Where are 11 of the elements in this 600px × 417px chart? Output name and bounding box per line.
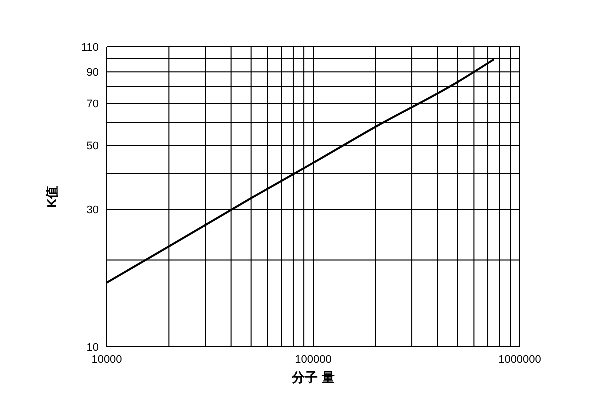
y-tick-label: 10 [86, 342, 99, 354]
y-axis-title: K值 [44, 186, 60, 208]
y-tick-label: 110 [81, 42, 99, 54]
y-tick-label: 50 [86, 140, 99, 153]
y-tick-label: 70 [86, 98, 99, 110]
x-tick-label: 1000000 [498, 354, 542, 366]
y-tick-label: 90 [86, 67, 99, 80]
y-tick-label: 30 [86, 204, 99, 216]
x-tick-label: 100000 [295, 354, 332, 366]
x-axis-title: 分子 量 [291, 370, 335, 386]
x-tick-label: 10000 [92, 354, 122, 366]
